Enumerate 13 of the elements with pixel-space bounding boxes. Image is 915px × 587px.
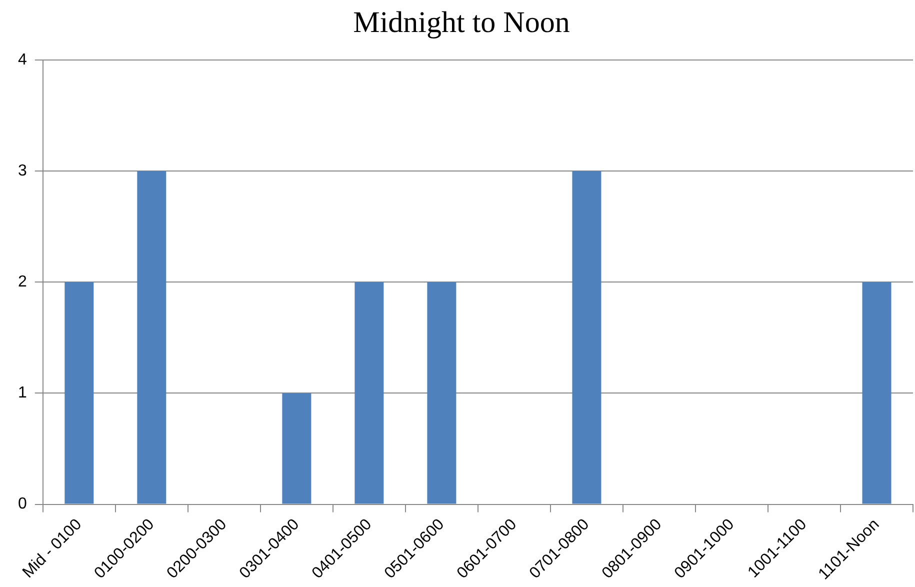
bar <box>64 282 94 504</box>
y-tick-label: 3 <box>18 162 27 180</box>
bar <box>137 171 166 504</box>
bar <box>427 282 456 504</box>
y-tick-label: 4 <box>18 51 27 68</box>
chart-title: Midnight to Noon <box>353 6 570 39</box>
bar <box>282 393 312 504</box>
bar <box>862 282 892 504</box>
y-tick-label: 0 <box>18 496 27 513</box>
y-tick-label: 2 <box>18 274 27 291</box>
bar <box>572 171 602 504</box>
y-tick-label: 1 <box>18 384 27 402</box>
bar <box>354 282 384 504</box>
